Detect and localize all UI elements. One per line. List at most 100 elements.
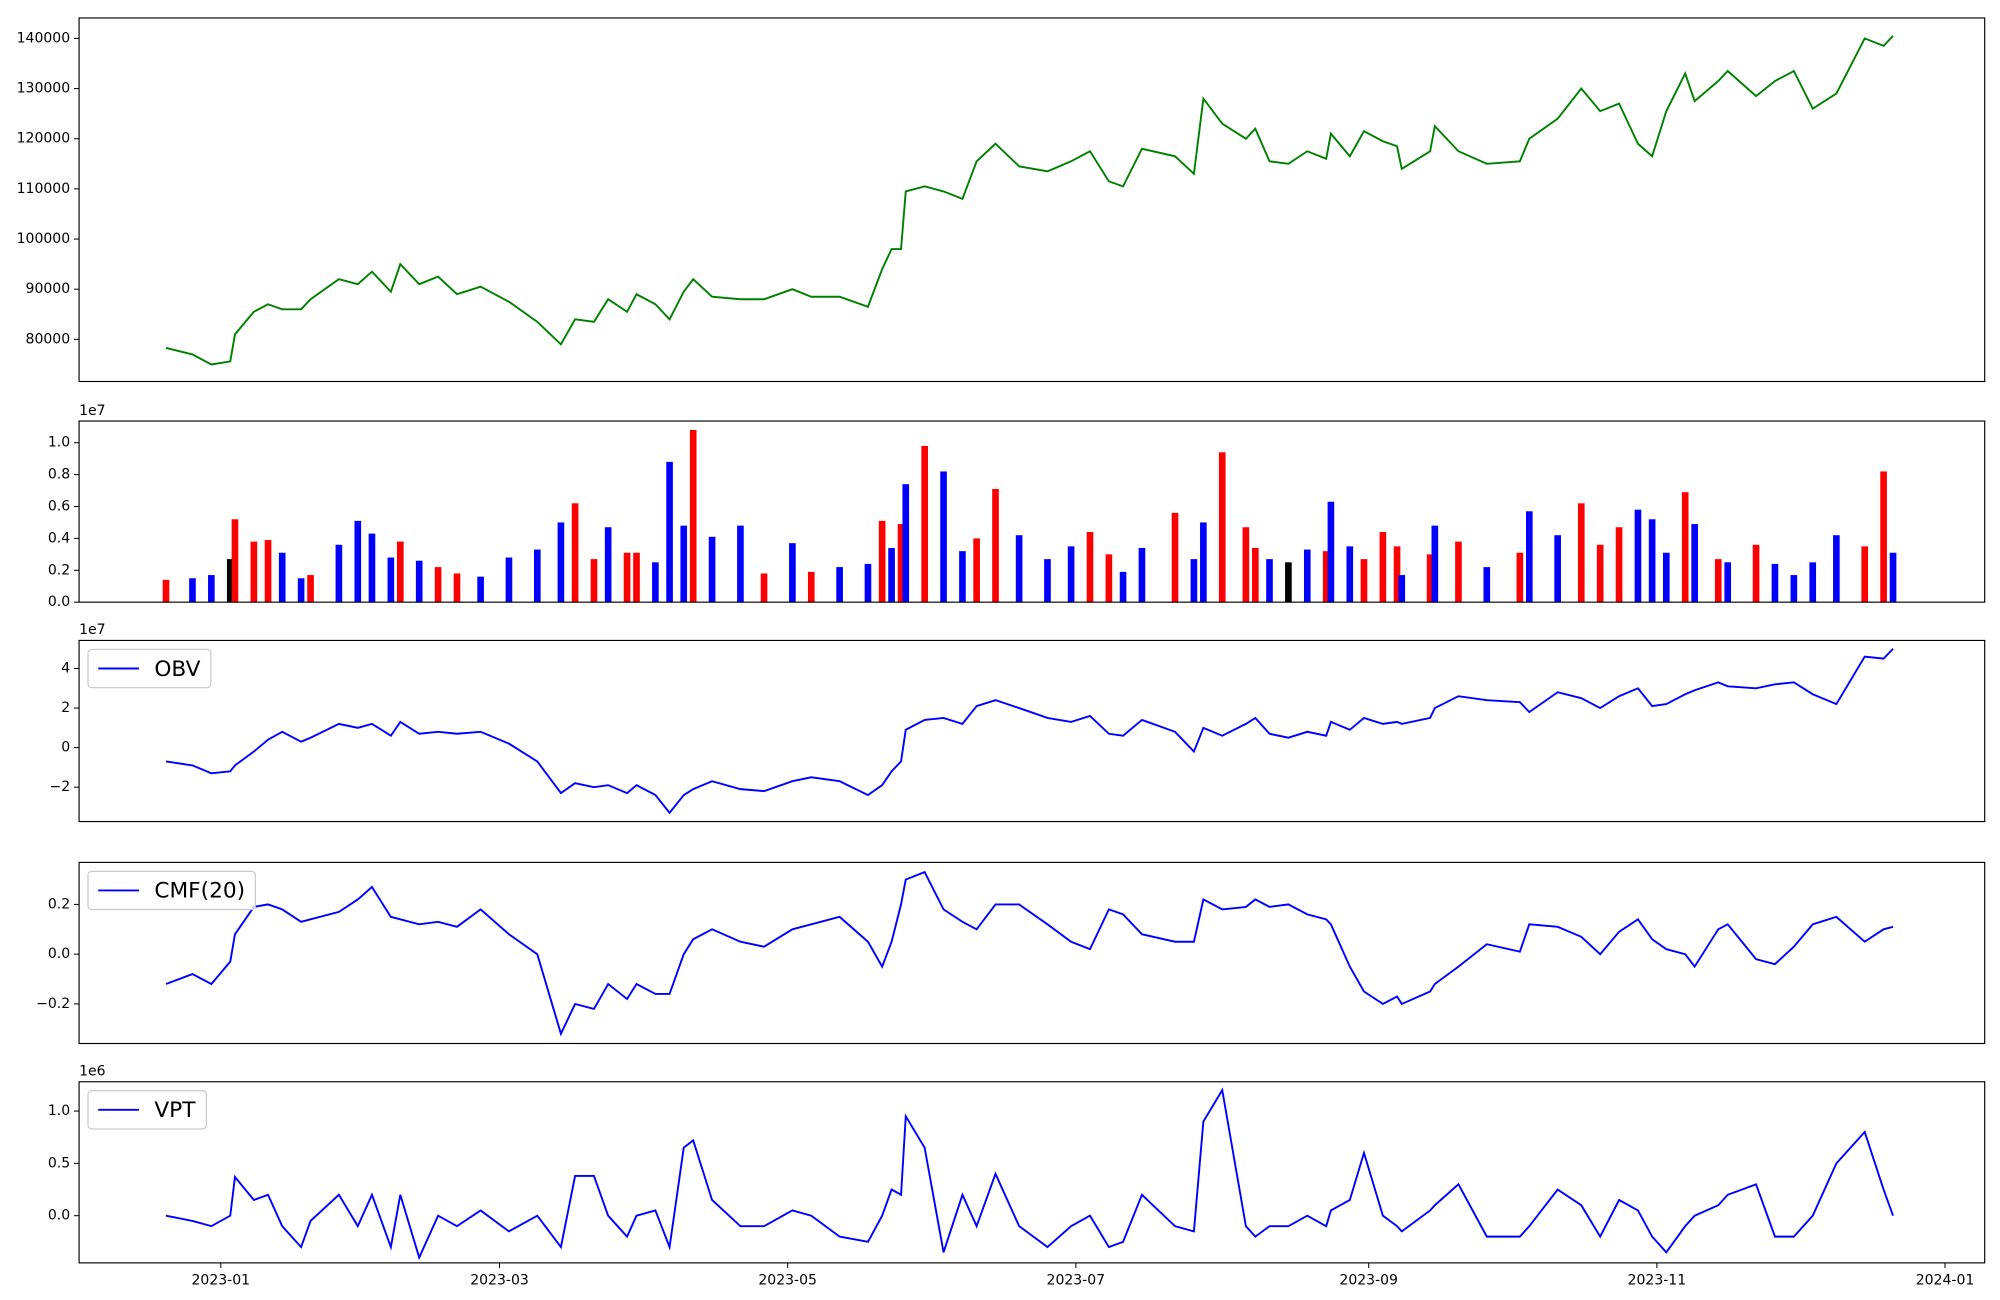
bar <box>689 429 697 603</box>
y-tick-label: 0.0 <box>48 594 70 610</box>
bar <box>1525 511 1533 603</box>
bar <box>1346 546 1354 603</box>
bar <box>959 551 966 603</box>
bar <box>307 575 314 603</box>
y-tick-label: 120000 <box>17 131 71 147</box>
bar <box>1015 535 1023 603</box>
bar <box>1119 571 1127 603</box>
y-tick-label: 100000 <box>17 231 71 247</box>
bar <box>189 578 196 603</box>
bar <box>368 533 376 603</box>
line <box>165 870 1894 1037</box>
bar <box>1516 552 1524 603</box>
bar <box>1554 535 1561 603</box>
plot-frame <box>78 17 1986 383</box>
bar <box>1327 501 1335 603</box>
bar <box>354 520 362 603</box>
legend-label: VPT <box>154 1098 196 1123</box>
bar <box>1771 563 1779 603</box>
bar <box>1724 562 1732 603</box>
legend-label: CMF(20) <box>154 879 245 904</box>
bar <box>1880 471 1887 603</box>
bar <box>864 563 872 603</box>
y-tick-label: 130000 <box>17 81 71 97</box>
legend-box <box>87 648 212 689</box>
bar <box>533 549 541 603</box>
bar <box>1067 546 1075 603</box>
y-tick-label: 0 <box>61 740 70 756</box>
bar <box>921 445 928 603</box>
bar <box>1379 532 1387 603</box>
bar <box>789 543 796 603</box>
bar <box>1648 519 1656 603</box>
bar <box>1889 552 1897 603</box>
bar <box>1242 527 1250 603</box>
bar <box>387 557 395 603</box>
bar <box>335 544 343 603</box>
bar <box>1809 562 1817 603</box>
bar <box>250 541 258 603</box>
x-tick-label: 2023-01 <box>192 1273 251 1289</box>
bar <box>1086 532 1094 603</box>
y-tick-label: 0.2 <box>48 562 70 578</box>
plot-frame <box>78 1081 1986 1264</box>
y-tick-label: 0.4 <box>48 530 70 546</box>
bar <box>1285 562 1292 603</box>
bar <box>477 576 484 603</box>
bar <box>604 527 612 603</box>
plot-frame <box>78 861 1986 1045</box>
y-tick-label: 110000 <box>17 181 71 197</box>
legend-label: OBV <box>154 657 200 682</box>
bar <box>807 571 815 603</box>
plot-frame <box>78 639 1986 823</box>
bar <box>888 547 895 603</box>
offset-label: 1e7 <box>79 403 105 419</box>
bar <box>897 524 905 603</box>
bar <box>226 559 234 603</box>
bar <box>1190 559 1198 603</box>
bar <box>278 552 286 603</box>
bar <box>1431 525 1439 603</box>
bar <box>434 567 442 603</box>
bar <box>737 525 744 603</box>
y-tick-label: 1.0 <box>48 435 70 451</box>
x-tick-label: 2023-09 <box>1339 1273 1398 1289</box>
bar <box>1861 546 1869 603</box>
bar <box>1360 559 1368 603</box>
bar <box>264 539 272 603</box>
bar <box>623 552 631 603</box>
bar <box>1105 554 1113 603</box>
bar <box>1426 554 1434 603</box>
x-tick-label: 2023-07 <box>1047 1273 1106 1289</box>
bar <box>666 461 673 603</box>
y-tick-label: 4 <box>61 661 70 677</box>
bar <box>760 573 768 603</box>
bar <box>1252 547 1259 603</box>
bar <box>992 488 999 603</box>
bar <box>836 567 843 603</box>
bar <box>1398 575 1406 603</box>
bar <box>1691 524 1698 603</box>
bar <box>162 579 170 603</box>
bar <box>1577 503 1585 603</box>
y-tick-label: 0.6 <box>48 499 70 515</box>
bar <box>1681 492 1689 603</box>
bar <box>1714 559 1722 603</box>
bar <box>1218 452 1226 603</box>
x-tick-label: 2024-01 <box>1916 1273 1975 1289</box>
bar <box>902 484 910 603</box>
bar <box>571 503 579 603</box>
bar <box>590 559 598 603</box>
bar <box>940 471 947 603</box>
bar <box>1752 544 1760 603</box>
y-tick-label: 0.0 <box>48 946 70 962</box>
bar <box>652 562 659 603</box>
y-tick-label: −0.2 <box>36 996 70 1012</box>
bar <box>680 525 688 603</box>
bar <box>1044 559 1051 603</box>
line <box>165 1087 1894 1261</box>
y-tick-label: 0.5 <box>48 1155 70 1171</box>
y-tick-label: 80000 <box>26 331 71 347</box>
y-tick-label: −2 <box>49 779 70 795</box>
y-tick-label: 0.8 <box>48 467 70 483</box>
